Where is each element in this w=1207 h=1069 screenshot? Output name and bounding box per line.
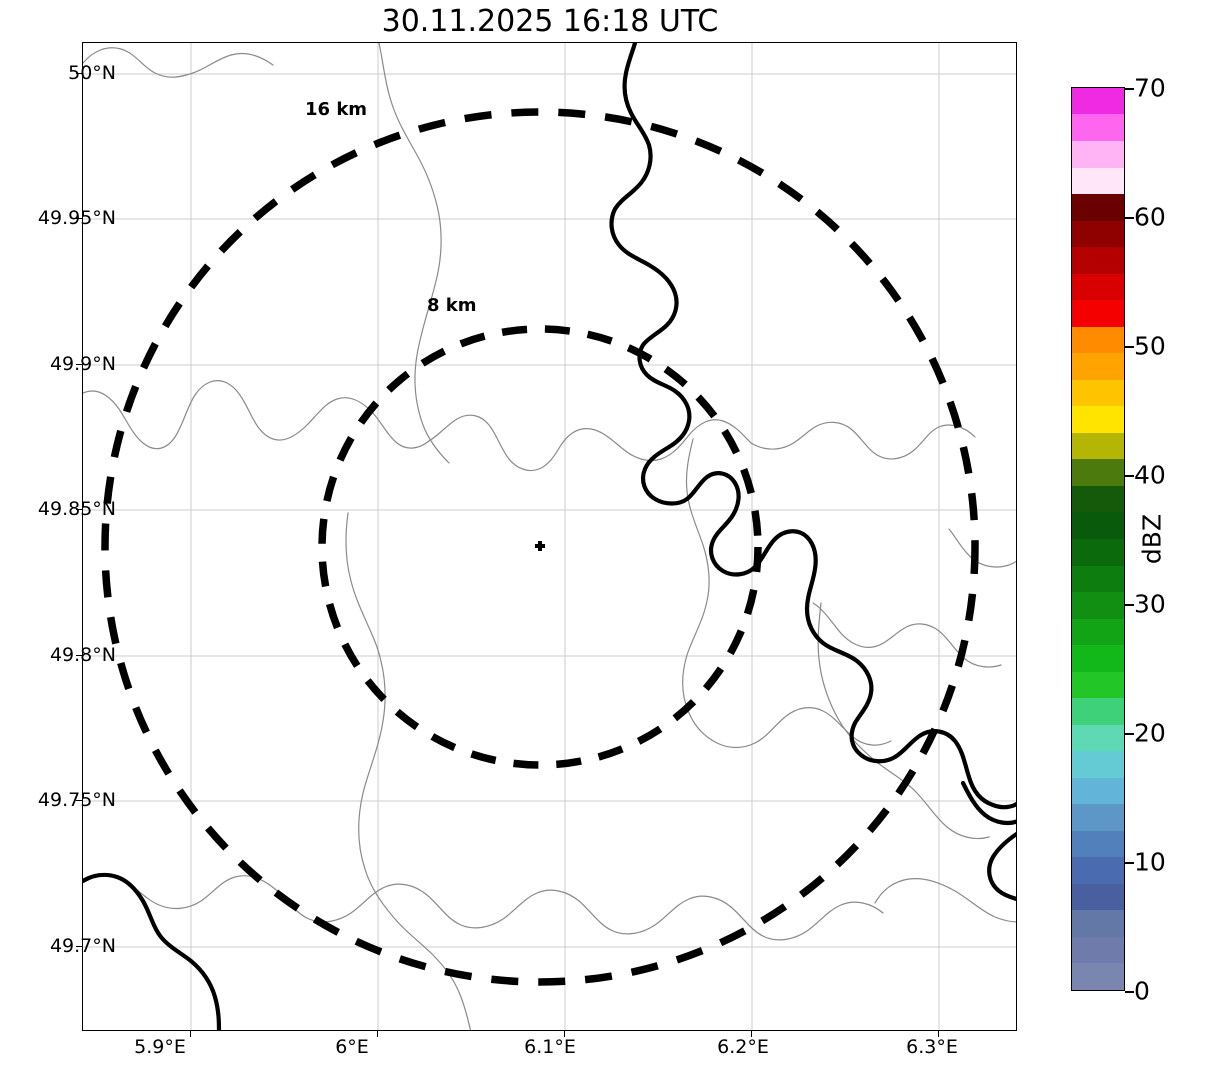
range-ring-16km [101,108,979,986]
colorbar [1071,87,1125,991]
y-tick-mark [76,364,82,366]
colorbar-band-4 [1072,857,1124,884]
colorbar-band-27 [1072,247,1124,274]
colorbar-band-29 [1072,194,1124,221]
colorbar-band-20 [1072,432,1124,460]
colorbar-tick-mark [1125,604,1134,606]
colorbar-tick-label: 70 [1134,73,1166,103]
map-canvas [83,43,1016,1030]
x-tick-mark [938,1031,940,1037]
colorbar-band-11 [1072,671,1124,699]
national-border [83,43,1016,1030]
colorbar-band-19 [1072,459,1124,486]
colorbar-tick-label: 60 [1134,202,1166,232]
colorbar-tick-label: 50 [1134,331,1166,361]
colorbar-tick-mark [1125,217,1134,219]
x-tick-mark [190,1031,192,1037]
x-tick-label: 6.3°E [906,1036,958,1058]
x-tick-mark [564,1031,566,1037]
colorbar-band-2 [1072,910,1124,937]
colorbar-band-13 [1072,618,1124,646]
colorbar-band-14 [1072,592,1124,619]
y-tick-mark [76,218,82,220]
y-tick-label: 49.85°N [37,498,116,520]
colorbar-tick-mark [1125,733,1134,735]
y-tick-mark [76,800,82,802]
range-ring-label-8km: 8 km [427,295,477,316]
page-title: 30.11.2025 16:18 UTC [381,4,719,39]
colorbar-tick-mark [1125,862,1134,864]
colorbar-tick-mark [1125,346,1134,348]
colorbar-band-7 [1072,777,1124,805]
colorbar-band-10 [1072,698,1124,725]
range-ring-label-16km: 16 km [305,99,368,120]
x-tick-label: 6.1°E [524,1036,576,1058]
colorbar-band-17 [1072,512,1124,539]
y-tick-label: 49.7°N [49,935,116,957]
x-tick-label: 5.9°E [134,1036,186,1058]
colorbar-band-12 [1072,645,1124,672]
y-tick-mark [76,655,82,657]
colorbar-band-23 [1072,353,1124,380]
colorbar-band-31 [1072,141,1124,168]
colorbar-axis-label: dBZ [1137,513,1167,565]
colorbar-band-24 [1072,326,1124,354]
colorbar-band-5 [1072,830,1124,858]
x-tick-mark [751,1031,753,1037]
colorbar-band-1 [1072,936,1124,964]
colorbar-band-25 [1072,300,1124,327]
gridlines [83,43,1016,1030]
colorbar-tick-label: 30 [1134,589,1166,619]
x-tick-label: 6°E [335,1036,369,1058]
colorbar-band-15 [1072,565,1124,593]
y-tick-label: 49.95°N [37,207,116,229]
colorbar-band-30 [1072,167,1124,195]
colorbar-tick-label: 20 [1134,718,1166,748]
range-ring-8km [318,325,762,769]
radar-site-marker [535,541,545,551]
colorbar-band-26 [1072,273,1124,301]
colorbar-band-8 [1072,751,1124,778]
colorbar-band-0 [1072,963,1124,990]
colorbar-tick-label: 40 [1134,460,1166,490]
colorbar-band-28 [1072,220,1124,248]
colorbar-band-32 [1072,114,1124,141]
colorbar-tick-mark [1125,991,1134,993]
colorbar-tick-mark [1125,88,1134,90]
colorbar-band-3 [1072,883,1124,911]
x-tick-mark [377,1031,379,1037]
y-tick-mark [76,946,82,948]
colorbar-band-18 [1072,485,1124,513]
y-tick-label: 49.9°N [49,353,116,375]
x-tick-label: 6.2°E [717,1036,769,1058]
colorbar-tick-label: 0 [1134,976,1150,1006]
colorbar-tick-mark [1125,475,1134,477]
colorbar-tick-label: 10 [1134,847,1166,877]
y-tick-label: 49.75°N [37,789,116,811]
y-tick-mark [76,73,82,75]
y-tick-mark [76,509,82,511]
colorbar-band-16 [1072,538,1124,566]
y-tick-label: 50°N [68,62,116,84]
colorbar-band-21 [1072,406,1124,433]
y-tick-label: 49.8°N [49,644,116,666]
colorbar-band-33 [1072,87,1124,115]
colorbar-band-22 [1072,379,1124,407]
colorbar-band-6 [1072,804,1124,831]
map-plot-area [82,42,1017,1031]
colorbar-band-9 [1072,724,1124,752]
administrative-boundaries [83,43,1016,1030]
